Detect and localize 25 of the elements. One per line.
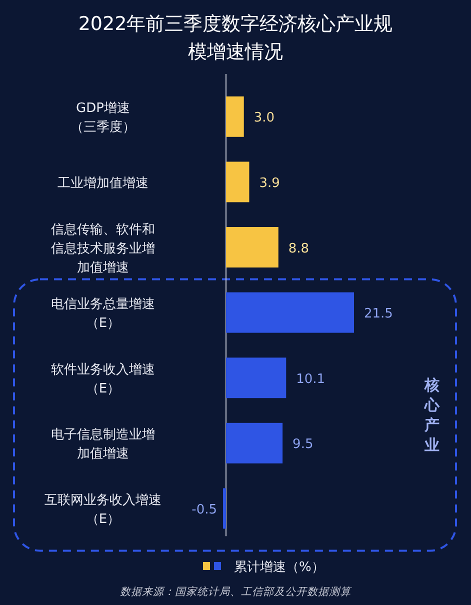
data-label: 3.9: [259, 176, 280, 191]
bar: [226, 96, 244, 137]
bar: [226, 292, 354, 333]
y-tick-label: GDP增速（三季度）: [70, 101, 136, 136]
y-tick-label: 电信业务总量增速（E）: [51, 297, 155, 332]
bar: [223, 488, 226, 529]
legend-label: 累计增速（%）: [234, 560, 324, 575]
data-label: 3.0: [254, 110, 275, 126]
data-label: 8.8: [288, 241, 310, 256]
y-tick-label: 互联网业务收入增速（E）: [44, 492, 162, 527]
y-tick-label: 信息传输、软件和信息技术服务业增加值增速: [51, 222, 155, 276]
chart-title: 2022年前三季度数字经济核心产业规模增速情况: [78, 13, 393, 63]
data-label: -0.5: [192, 502, 218, 518]
data-label: 9.5: [292, 437, 314, 452]
bar: [226, 358, 286, 398]
y-tick-label: 电子信息制造业增加值增速: [51, 428, 155, 462]
y-tick-label: 工业增加值增速: [58, 176, 148, 191]
text: 核心产业: [424, 376, 440, 454]
bar: [226, 227, 278, 268]
bar: [226, 162, 250, 202]
data-label: 21.5: [364, 306, 393, 322]
source-note: 数据来源：国家统计局、工信部及公开数据测算: [120, 586, 352, 598]
bar: [226, 422, 283, 464]
y-tick-label: 软件业务收入增速（E）: [51, 362, 155, 396]
data-label: 10.1: [296, 372, 326, 387]
